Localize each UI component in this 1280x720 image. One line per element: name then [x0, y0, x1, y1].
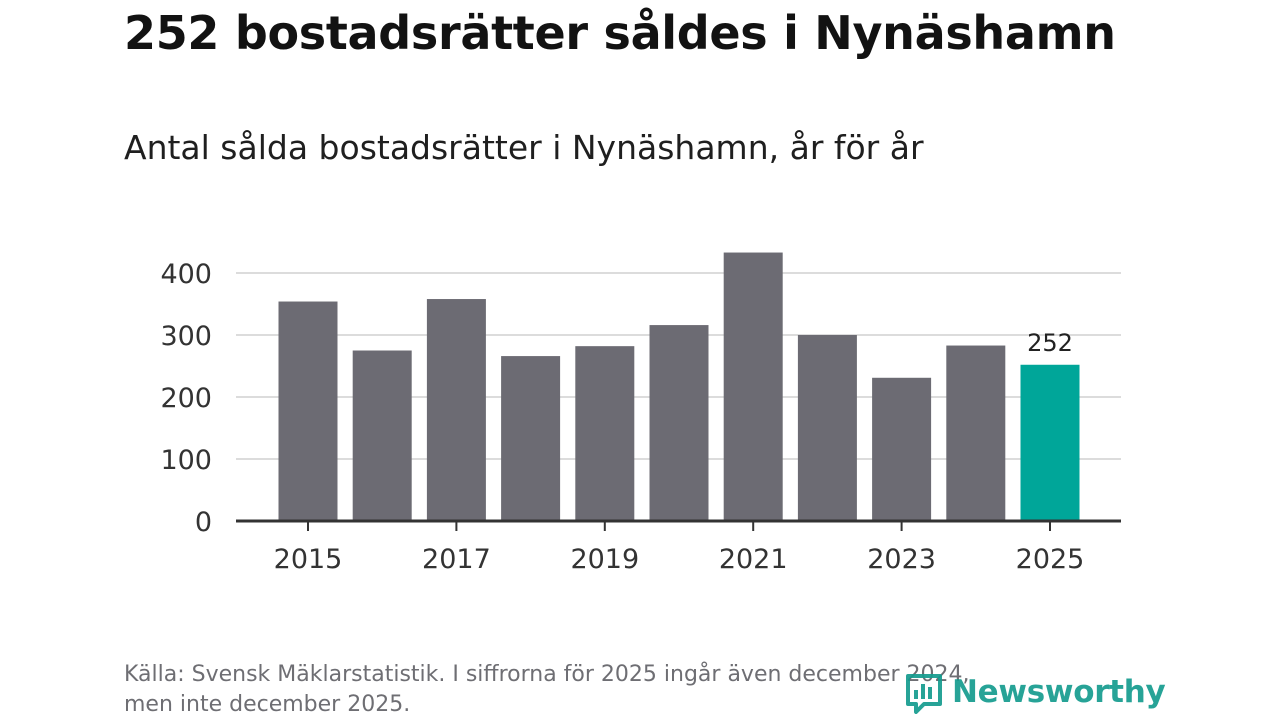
chart-subtitle: Antal sålda bostadsrätter i Nynäshamn, å…	[124, 128, 924, 167]
x-tick-label: 2019	[570, 544, 639, 575]
x-tick-label: 2025	[1016, 544, 1085, 575]
bar-chart: 0 100 200 300 400 252 2015 2017 2019 2021 2023 2025	[160, 252, 1121, 575]
y-tick-label: 400	[160, 259, 212, 290]
bar	[278, 301, 338, 521]
logo-text: Newsworthy	[952, 674, 1166, 710]
source-note: Källa: Svensk Mäklarstatistik. I siffror…	[124, 660, 1104, 720]
source-line-1: Källa: Svensk Mäklarstatistik. I siffror…	[124, 662, 970, 687]
bar	[649, 325, 709, 521]
bar	[946, 345, 1006, 521]
x-tick-label: 2017	[422, 544, 491, 575]
x-tick-label: 2021	[719, 544, 788, 575]
newsworthy-logo: Newsworthy	[902, 670, 1166, 714]
bar	[797, 335, 857, 521]
data-label: 252	[1027, 329, 1073, 357]
bar	[426, 299, 486, 521]
bar	[352, 350, 412, 521]
y-tick-label: 0	[195, 507, 212, 538]
bar	[501, 356, 561, 521]
y-tick-label: 100	[160, 445, 212, 476]
source-line-2: men inte december 2025.	[124, 692, 411, 717]
y-tick-label: 300	[160, 321, 212, 352]
bar-highlight	[1020, 364, 1080, 521]
bar	[723, 252, 783, 522]
chart-title: 252 bostadsrätter såldes i Nynäshamn	[124, 6, 1116, 60]
bar	[575, 346, 635, 521]
x-tick-label: 2015	[274, 544, 343, 575]
x-tick-label: 2023	[867, 544, 936, 575]
y-tick-label: 200	[160, 383, 212, 414]
newsworthy-logo-icon	[906, 674, 942, 714]
bar	[872, 377, 932, 521]
